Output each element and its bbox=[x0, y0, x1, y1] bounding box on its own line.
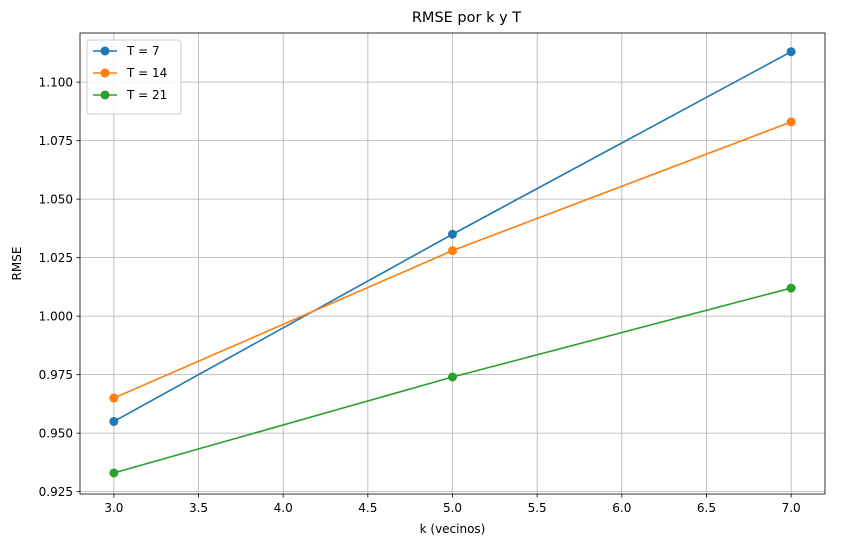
series-2 bbox=[109, 117, 796, 403]
x-tick-label: 4.5 bbox=[358, 501, 377, 515]
data-point bbox=[448, 246, 457, 256]
series-1 bbox=[109, 47, 796, 426]
x-tick-label: 3.5 bbox=[189, 501, 208, 515]
data-point bbox=[448, 372, 457, 382]
x-axis-label: k (vecinos) bbox=[420, 522, 486, 536]
chart-title: RMSE por k y T bbox=[412, 10, 521, 26]
y-tick-label: 1.000 bbox=[39, 309, 73, 323]
legend-item: T = 14 bbox=[93, 66, 167, 80]
y-tick-label: 0.925 bbox=[39, 485, 73, 499]
y-tick-label: 1.075 bbox=[39, 134, 73, 148]
data-point bbox=[109, 416, 119, 426]
series-3 bbox=[109, 283, 796, 478]
x-tick-label: 6.0 bbox=[612, 501, 631, 515]
y-tick-label: 0.950 bbox=[39, 426, 73, 440]
x-tick-label: 5.5 bbox=[528, 501, 547, 515]
axes: 3.0 3.5 4.0 4.5 5.0 5.5 6.0 6.5 7.0 0.925 0.950 0.9… bbox=[39, 75, 801, 515]
legend-label: T = 14 bbox=[126, 66, 167, 80]
data-point bbox=[786, 117, 796, 127]
y-tick-label: 1.050 bbox=[39, 192, 73, 206]
data-point bbox=[109, 468, 119, 478]
x-tick-label: 5.0 bbox=[443, 501, 462, 515]
y-tick-label: 1.100 bbox=[39, 75, 73, 89]
x-tick-label: 4.0 bbox=[274, 501, 293, 515]
data-point bbox=[786, 47, 796, 57]
y-tick-label: 0.975 bbox=[39, 368, 73, 382]
x-tick-label: 6.5 bbox=[697, 501, 716, 515]
legend-marker bbox=[100, 68, 110, 78]
data-point bbox=[786, 283, 796, 293]
grid bbox=[80, 33, 825, 494]
x-tick-label: 3.0 bbox=[104, 501, 123, 515]
legend-marker bbox=[100, 90, 110, 100]
data-point bbox=[448, 229, 457, 239]
legend: T = 7 T = 14 T = 21 bbox=[86, 39, 182, 115]
y-tick-label: 1.025 bbox=[39, 251, 73, 265]
legend-label: T = 7 bbox=[126, 44, 160, 58]
legend-marker bbox=[100, 46, 110, 56]
legend-item: T = 21 bbox=[93, 88, 167, 102]
legend-label: T = 21 bbox=[126, 88, 167, 102]
legend-item: T = 7 bbox=[93, 44, 160, 58]
series-layer bbox=[109, 47, 796, 478]
y-axis-label: RMSE bbox=[10, 247, 24, 281]
data-point bbox=[109, 393, 119, 403]
x-tick-label: 7.0 bbox=[782, 501, 801, 515]
